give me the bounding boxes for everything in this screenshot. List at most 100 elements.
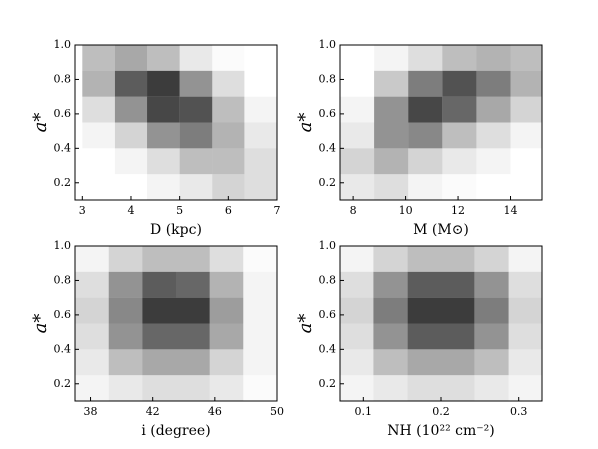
density-cell — [176, 349, 210, 376]
density-cell — [179, 96, 213, 123]
density-cell — [476, 45, 511, 71]
density-cell — [114, 96, 148, 123]
density-cell — [442, 70, 477, 97]
density-cell — [142, 375, 176, 401]
density-cell — [147, 45, 180, 71]
density-cell — [340, 45, 374, 71]
density-cell — [108, 323, 143, 350]
density-cell — [243, 271, 277, 298]
density-cell — [442, 45, 477, 71]
density-cell — [209, 297, 244, 324]
density-cell — [408, 122, 443, 149]
density-cell — [244, 45, 277, 71]
density-cell — [441, 297, 475, 324]
x-tick-label: 42 — [146, 405, 160, 418]
density-cell — [373, 297, 408, 324]
x-tick-label: 0.1 — [355, 405, 373, 418]
density-cell — [476, 122, 511, 149]
y-tick-label: 0.8 — [54, 273, 72, 286]
density-cell — [142, 297, 176, 324]
density-cell — [508, 246, 542, 272]
density-cell — [476, 174, 510, 200]
density-cell — [340, 246, 374, 272]
density-cell — [82, 96, 115, 123]
density-cell — [408, 70, 443, 97]
y-tick-label: 0.6 — [319, 107, 337, 120]
density-cell — [108, 297, 143, 324]
density-cell — [340, 148, 375, 175]
density-cell — [209, 349, 244, 376]
density-cell — [374, 45, 409, 71]
density-cell — [75, 375, 109, 401]
density-cell — [147, 96, 180, 123]
density-cell — [244, 96, 277, 123]
y-tick-label: 0.2 — [54, 377, 72, 390]
density-cell — [179, 174, 213, 200]
x-axis-label: D (kpc) — [150, 222, 202, 238]
density-cell — [108, 375, 143, 401]
density-cell — [340, 297, 374, 324]
density-cell — [209, 323, 244, 350]
density-cell — [244, 71, 277, 97]
density-cell — [179, 70, 213, 97]
density-cell — [340, 323, 374, 350]
density-cell — [244, 122, 277, 149]
density-cell — [243, 349, 277, 376]
density-cell — [142, 246, 176, 272]
density-cell — [441, 323, 475, 350]
density-cell — [82, 45, 115, 71]
plot-frame — [339, 44, 543, 201]
density-cell — [340, 96, 375, 123]
density-cell — [147, 174, 180, 200]
density-cell — [243, 297, 277, 324]
density-cell — [508, 323, 542, 350]
y-tick-label: 0.2 — [319, 377, 337, 390]
density-cell — [179, 148, 213, 175]
density-cell — [442, 96, 477, 123]
density-cell — [407, 297, 441, 324]
density-cell — [508, 297, 542, 324]
density-cell — [82, 122, 115, 149]
density-cell — [374, 122, 409, 149]
y-tick-label: 0.6 — [319, 308, 337, 321]
x-tick-label: 5 — [176, 204, 183, 217]
x-tick-label: 3 — [79, 204, 86, 217]
density-cell — [75, 246, 109, 272]
density-cell — [508, 375, 542, 401]
density-cell — [474, 297, 509, 324]
density-cell — [408, 96, 443, 123]
density-cell — [407, 375, 441, 401]
density-cell — [374, 96, 409, 123]
density-cell — [373, 323, 408, 350]
density-cell — [476, 70, 511, 97]
density-cell — [243, 246, 277, 272]
density-cell — [340, 375, 374, 401]
density-cell — [407, 323, 441, 350]
density-cell — [511, 174, 542, 200]
density-cell — [508, 271, 542, 298]
y-axis-label: a* — [295, 113, 316, 133]
density-cell — [142, 271, 176, 298]
density-cell — [441, 349, 475, 376]
density-cell — [408, 45, 443, 71]
density-cell — [476, 96, 511, 123]
y-tick-label: 0.4 — [319, 141, 337, 154]
density-cell — [176, 375, 210, 401]
density-cell — [510, 45, 542, 71]
density-cell — [82, 174, 115, 200]
density-cell — [374, 148, 409, 175]
density-cell — [510, 70, 542, 97]
x-tick-label: 38 — [84, 405, 98, 418]
density-cell — [147, 148, 180, 175]
y-tick-label: 0.8 — [54, 72, 72, 85]
density-cell — [407, 349, 441, 376]
density-cell — [474, 349, 509, 376]
density-cell — [108, 246, 143, 272]
density-cell — [474, 271, 509, 298]
density-cell — [340, 122, 375, 149]
density-cell — [340, 271, 374, 298]
density-cell — [75, 349, 109, 376]
density-cell — [82, 148, 115, 174]
density-cell — [373, 375, 408, 401]
x-tick-label: 4 — [127, 204, 134, 217]
